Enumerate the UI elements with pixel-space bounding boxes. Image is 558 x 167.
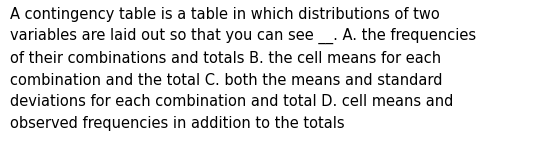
Text: A contingency table is a table in which distributions of two
variables are laid : A contingency table is a table in which … <box>10 7 476 131</box>
